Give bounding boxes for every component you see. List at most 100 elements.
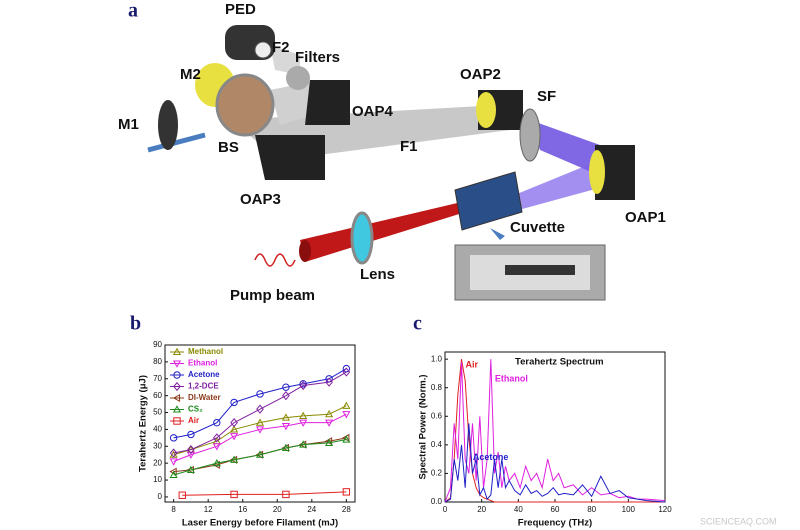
beam-end (299, 240, 311, 262)
y-tick-label: 70 (153, 374, 162, 383)
x-tick-label: 28 (342, 505, 351, 514)
beam-splitter (215, 73, 275, 137)
series-line (173, 368, 347, 439)
legend-label: Air (188, 416, 199, 425)
marker (230, 418, 238, 428)
marker (282, 490, 290, 499)
marker (299, 419, 308, 427)
legend-marker (172, 360, 182, 368)
panel-label: c (413, 313, 422, 335)
panel-label: a (128, 0, 138, 22)
x-axis-label: Laser Energy before Filament (mJ) (182, 518, 338, 529)
x-tick-label: 16 (238, 505, 247, 514)
marker (299, 411, 308, 419)
marker (187, 445, 195, 455)
marker (230, 455, 239, 463)
y-tick-label: 40 (153, 425, 162, 434)
y-tick-label: 0.2 (431, 469, 443, 478)
marker (230, 433, 239, 441)
diagram-label: Cuvette (510, 219, 565, 236)
legend-marker (172, 347, 182, 356)
marker (299, 380, 307, 388)
x-tick-label: 20 (477, 505, 486, 514)
marker (186, 465, 195, 473)
legend-label: Methanol (188, 347, 223, 356)
lens (350, 211, 374, 265)
legend-label: CS₂ (188, 405, 203, 414)
legend-marker (173, 381, 181, 392)
y-tick-label: 0 (158, 492, 163, 501)
series-label: Acetone (473, 452, 509, 462)
plot-frame (164, 344, 356, 503)
marker (212, 433, 221, 443)
y-tick-label: 90 (153, 340, 162, 349)
pump-beam-red (300, 200, 472, 262)
arrow (147, 132, 206, 153)
x-tick-label: 8 (171, 505, 176, 514)
series-line (182, 491, 347, 496)
marker (178, 491, 186, 499)
legend-marker (172, 393, 181, 403)
marker (186, 451, 195, 459)
spatial-filter (519, 108, 541, 162)
legend-marker (173, 371, 181, 379)
ped-aperture (254, 41, 272, 59)
y-tick-label: 1.0 (431, 354, 443, 363)
y-axis-label: Spectral Power (Norm.) (418, 374, 429, 479)
legend-marker (173, 417, 181, 425)
marker (187, 430, 195, 439)
legend-marker (172, 405, 182, 413)
chart-title: Terahertz Spectrum (515, 357, 604, 368)
y-tick-label: 0.4 (431, 440, 443, 449)
marker (281, 422, 290, 431)
marker (169, 470, 178, 479)
diagram-label: OAP4 (352, 103, 394, 120)
marker (230, 425, 239, 433)
x-tick-label: 120 (658, 505, 672, 514)
marker (342, 364, 351, 373)
y-tick-label: 30 (153, 441, 162, 450)
diagram-label: PED (225, 1, 256, 18)
y-axis-label: Terahertz Energy (μJ) (138, 375, 149, 472)
filters (286, 66, 310, 90)
series-line (173, 413, 347, 462)
diagram-label: OAP2 (460, 66, 501, 83)
y-tick-label: 0.0 (431, 497, 443, 506)
marker (325, 419, 334, 427)
series-label: Ethanol (495, 374, 528, 384)
x-tick-label: 80 (587, 505, 596, 514)
y-tick-label: 20 (153, 458, 162, 467)
legend-label: Acetone (188, 370, 220, 379)
x-tick-label: 12 (204, 505, 213, 514)
oap2-face (476, 92, 496, 128)
marker (212, 458, 221, 467)
oap1-face (589, 150, 605, 194)
diagram-label: SF (537, 88, 556, 105)
marker (256, 404, 264, 414)
oap1 (595, 145, 635, 200)
x-tick-label: 20 (273, 505, 282, 514)
x-tick-label: 60 (551, 505, 560, 514)
marker (325, 377, 333, 387)
series-line (173, 439, 347, 476)
diagram-label: M2 (180, 66, 201, 83)
x-axis-label: Frequency (THz) (518, 518, 592, 529)
x-tick-label: 24 (307, 505, 316, 514)
diagram-label: OAP1 (625, 209, 666, 226)
y-tick-label: 80 (153, 357, 162, 366)
marker (342, 488, 351, 496)
marker (299, 440, 308, 448)
marker (230, 398, 238, 407)
x-tick-label: 100 (622, 505, 636, 514)
marker (281, 413, 290, 421)
diagram-label: Pump beam (230, 287, 315, 304)
legend-label: DI-Water (188, 393, 221, 402)
marker (281, 443, 290, 452)
x-tick-label: 40 (514, 505, 523, 514)
series-line (444, 359, 666, 503)
diagram-label: Filters (295, 49, 340, 66)
y-tick-label: 60 (153, 391, 162, 400)
marker (342, 401, 351, 409)
legend-label: 1,2-DCE (188, 382, 219, 391)
